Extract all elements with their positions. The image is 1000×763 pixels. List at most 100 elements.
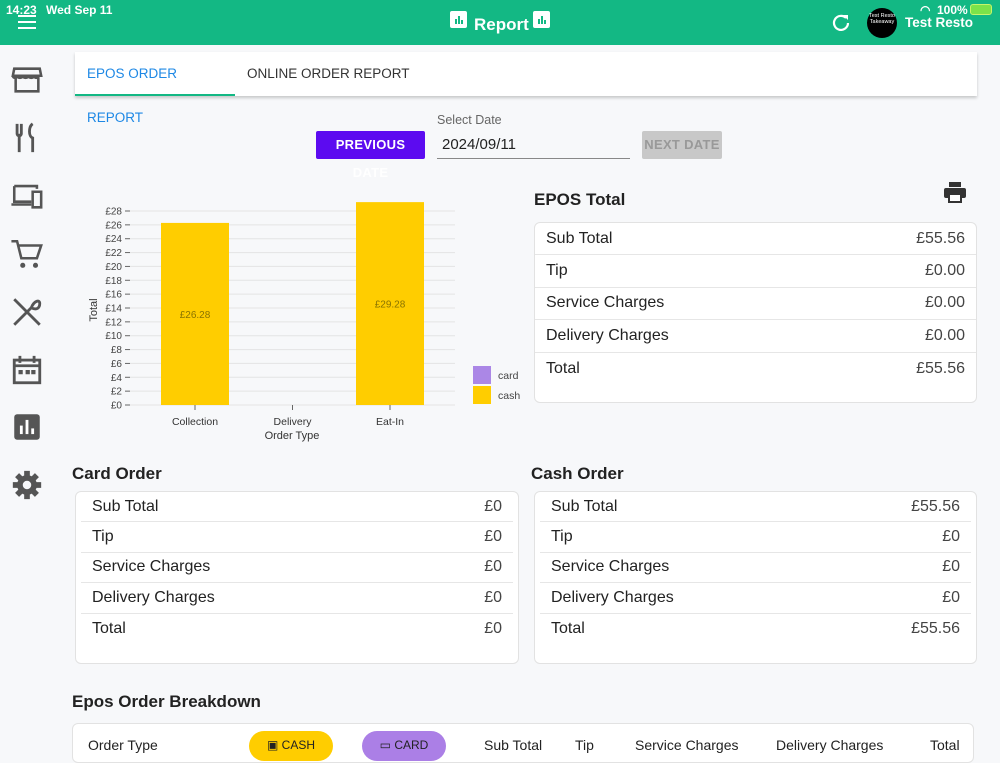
report-tabs: EPOS ORDER REPORT ONLINE ORDER REPORT bbox=[75, 52, 977, 125]
cash-order-title: Cash Order bbox=[531, 464, 624, 483]
card-order-title: Card Order bbox=[72, 464, 162, 483]
x-tick-label: Eat-In bbox=[376, 416, 404, 428]
previous-date-button[interactable]: PREVIOUS DATE bbox=[316, 131, 425, 180]
row-label: Delivery Charges bbox=[551, 588, 674, 606]
row-value: £0.00 bbox=[924, 294, 965, 312]
summary-row: Delivery Charges £0 bbox=[540, 583, 971, 614]
epos-total-title: EPOS Total bbox=[534, 190, 626, 209]
refresh-icon[interactable] bbox=[832, 13, 850, 31]
order-type-chart: £0 £2 £4 £6 £8 £10 £12 £14 £16 £18 £20 £22 £24 £26 £28… bbox=[88, 202, 520, 442]
row-value: £0 bbox=[484, 588, 502, 606]
row-label: Service Charges bbox=[551, 558, 670, 576]
status-date: Wed Sep 11 bbox=[46, 3, 113, 17]
settings-icon[interactable] bbox=[10, 468, 44, 502]
y-tick-label: £12 bbox=[105, 317, 122, 328]
row-value: £0 bbox=[484, 619, 502, 637]
utensils-icon[interactable] bbox=[10, 295, 44, 329]
row-label: Sub Total bbox=[92, 497, 159, 515]
restaurant-icon[interactable] bbox=[10, 121, 44, 155]
y-tick-label: £26 bbox=[105, 220, 122, 231]
menu-icon[interactable] bbox=[18, 15, 36, 29]
next-date-button[interactable]: NEXT DATE bbox=[642, 131, 722, 159]
y-tick-label: £22 bbox=[105, 248, 122, 259]
devices-icon[interactable] bbox=[10, 179, 44, 213]
summary-row: Tip £0 bbox=[540, 522, 971, 553]
store-icon[interactable] bbox=[10, 63, 44, 97]
summary-row: Delivery Charges £0.00 bbox=[535, 320, 976, 353]
row-value: £55.56 bbox=[911, 619, 960, 637]
bar-cash bbox=[356, 202, 424, 405]
y-axis-title: Total bbox=[88, 298, 100, 321]
summary-row: Tip £0.00 bbox=[535, 255, 976, 288]
row-value: £0 bbox=[942, 588, 960, 606]
avatar[interactable]: Test Resto Takeaway bbox=[867, 8, 897, 38]
chart-icon bbox=[533, 11, 550, 28]
row-label: Tip bbox=[546, 262, 568, 280]
y-tick-label: £0 bbox=[111, 401, 123, 412]
tab-epos-order-report[interactable]: EPOS ORDER REPORT bbox=[75, 52, 235, 125]
calendar-icon[interactable] bbox=[10, 353, 44, 387]
row-label: Tip bbox=[92, 528, 114, 546]
wallet-icon: ▣ bbox=[266, 738, 282, 752]
summary-row: Service Charges £0.00 bbox=[535, 288, 976, 321]
print-icon[interactable] bbox=[943, 181, 967, 203]
y-tick-label: £4 bbox=[111, 373, 123, 384]
col-delivery-charges: Delivery Charges bbox=[776, 737, 884, 753]
status-time: 14:23 bbox=[6, 3, 37, 17]
row-label: Sub Total bbox=[551, 497, 618, 515]
col-service-charges: Service Charges bbox=[635, 737, 739, 753]
row-label: Total bbox=[551, 619, 585, 637]
cart-icon[interactable] bbox=[10, 237, 44, 271]
row-value: £0 bbox=[484, 558, 502, 576]
legend-swatch-card bbox=[473, 366, 491, 384]
row-label: Delivery Charges bbox=[92, 588, 215, 606]
bar-data-label: £29.28 bbox=[375, 300, 406, 311]
bar-cash bbox=[161, 222, 229, 405]
summary-row: Total £55.56 bbox=[535, 353, 976, 385]
col-tip: Tip bbox=[575, 737, 594, 753]
summary-row: Service Charges £0 bbox=[540, 553, 971, 584]
col-cash-badge: ▣ CASH bbox=[249, 731, 333, 761]
y-tick-label: £20 bbox=[105, 262, 122, 273]
user-name[interactable]: Test Resto bbox=[905, 15, 974, 30]
y-tick-label: £2 bbox=[111, 387, 123, 398]
row-value: £55.56 bbox=[916, 359, 965, 377]
row-label: Service Charges bbox=[546, 294, 665, 312]
legend-swatch-cash bbox=[473, 386, 491, 404]
row-label: Service Charges bbox=[92, 558, 211, 576]
app-header: 14:23 Wed Sep 11 Report Test Resto Takea… bbox=[0, 0, 1000, 45]
row-value: £0 bbox=[484, 528, 502, 546]
col-sub-total: Sub Total bbox=[484, 737, 543, 753]
row-value: £0.00 bbox=[924, 262, 965, 280]
y-tick-label: £16 bbox=[105, 290, 122, 301]
y-tick-label: £14 bbox=[105, 304, 122, 315]
row-value: £55.56 bbox=[916, 229, 965, 247]
tab-online-order-report[interactable]: ONLINE ORDER REPORT bbox=[247, 66, 410, 81]
x-axis-title: Order Type bbox=[265, 430, 320, 442]
date-input[interactable]: 2024/09/11 bbox=[437, 130, 630, 159]
row-label: Total bbox=[546, 359, 580, 377]
legend-label: card bbox=[498, 370, 519, 382]
y-tick-label: £28 bbox=[105, 207, 122, 218]
credit-card-icon: ▭ bbox=[379, 738, 395, 752]
wifi-icon: ◠ bbox=[920, 3, 931, 17]
cash-order-card: Sub Total £55.56 Tip £0 Service Charges £0 Del… bbox=[534, 491, 977, 664]
col-total: Total bbox=[930, 737, 960, 753]
summary-row: Sub Total £55.56 bbox=[535, 223, 976, 256]
summary-row: Total £0 bbox=[81, 614, 513, 644]
row-label: Sub Total bbox=[546, 229, 613, 247]
summary-row: Sub Total £55.56 bbox=[540, 492, 971, 523]
y-tick-label: £8 bbox=[111, 345, 123, 356]
col-card-badge: ▭ CARD bbox=[362, 731, 446, 761]
epos-total-card: Sub Total £55.56 Tip £0.00 Service Charges £0… bbox=[534, 222, 977, 403]
bar-data-label: £26.28 bbox=[180, 310, 211, 321]
row-value: £0.00 bbox=[924, 326, 965, 344]
chart-icon bbox=[450, 11, 467, 28]
x-tick-label: Collection bbox=[172, 416, 218, 428]
battery-level: 100% bbox=[937, 3, 968, 17]
col-card-label: CARD bbox=[394, 738, 429, 752]
row-label: Delivery Charges bbox=[546, 326, 669, 344]
col-cash-label: CASH bbox=[281, 738, 315, 752]
summary-row: Total £55.56 bbox=[540, 614, 971, 644]
report-icon[interactable] bbox=[10, 410, 44, 444]
